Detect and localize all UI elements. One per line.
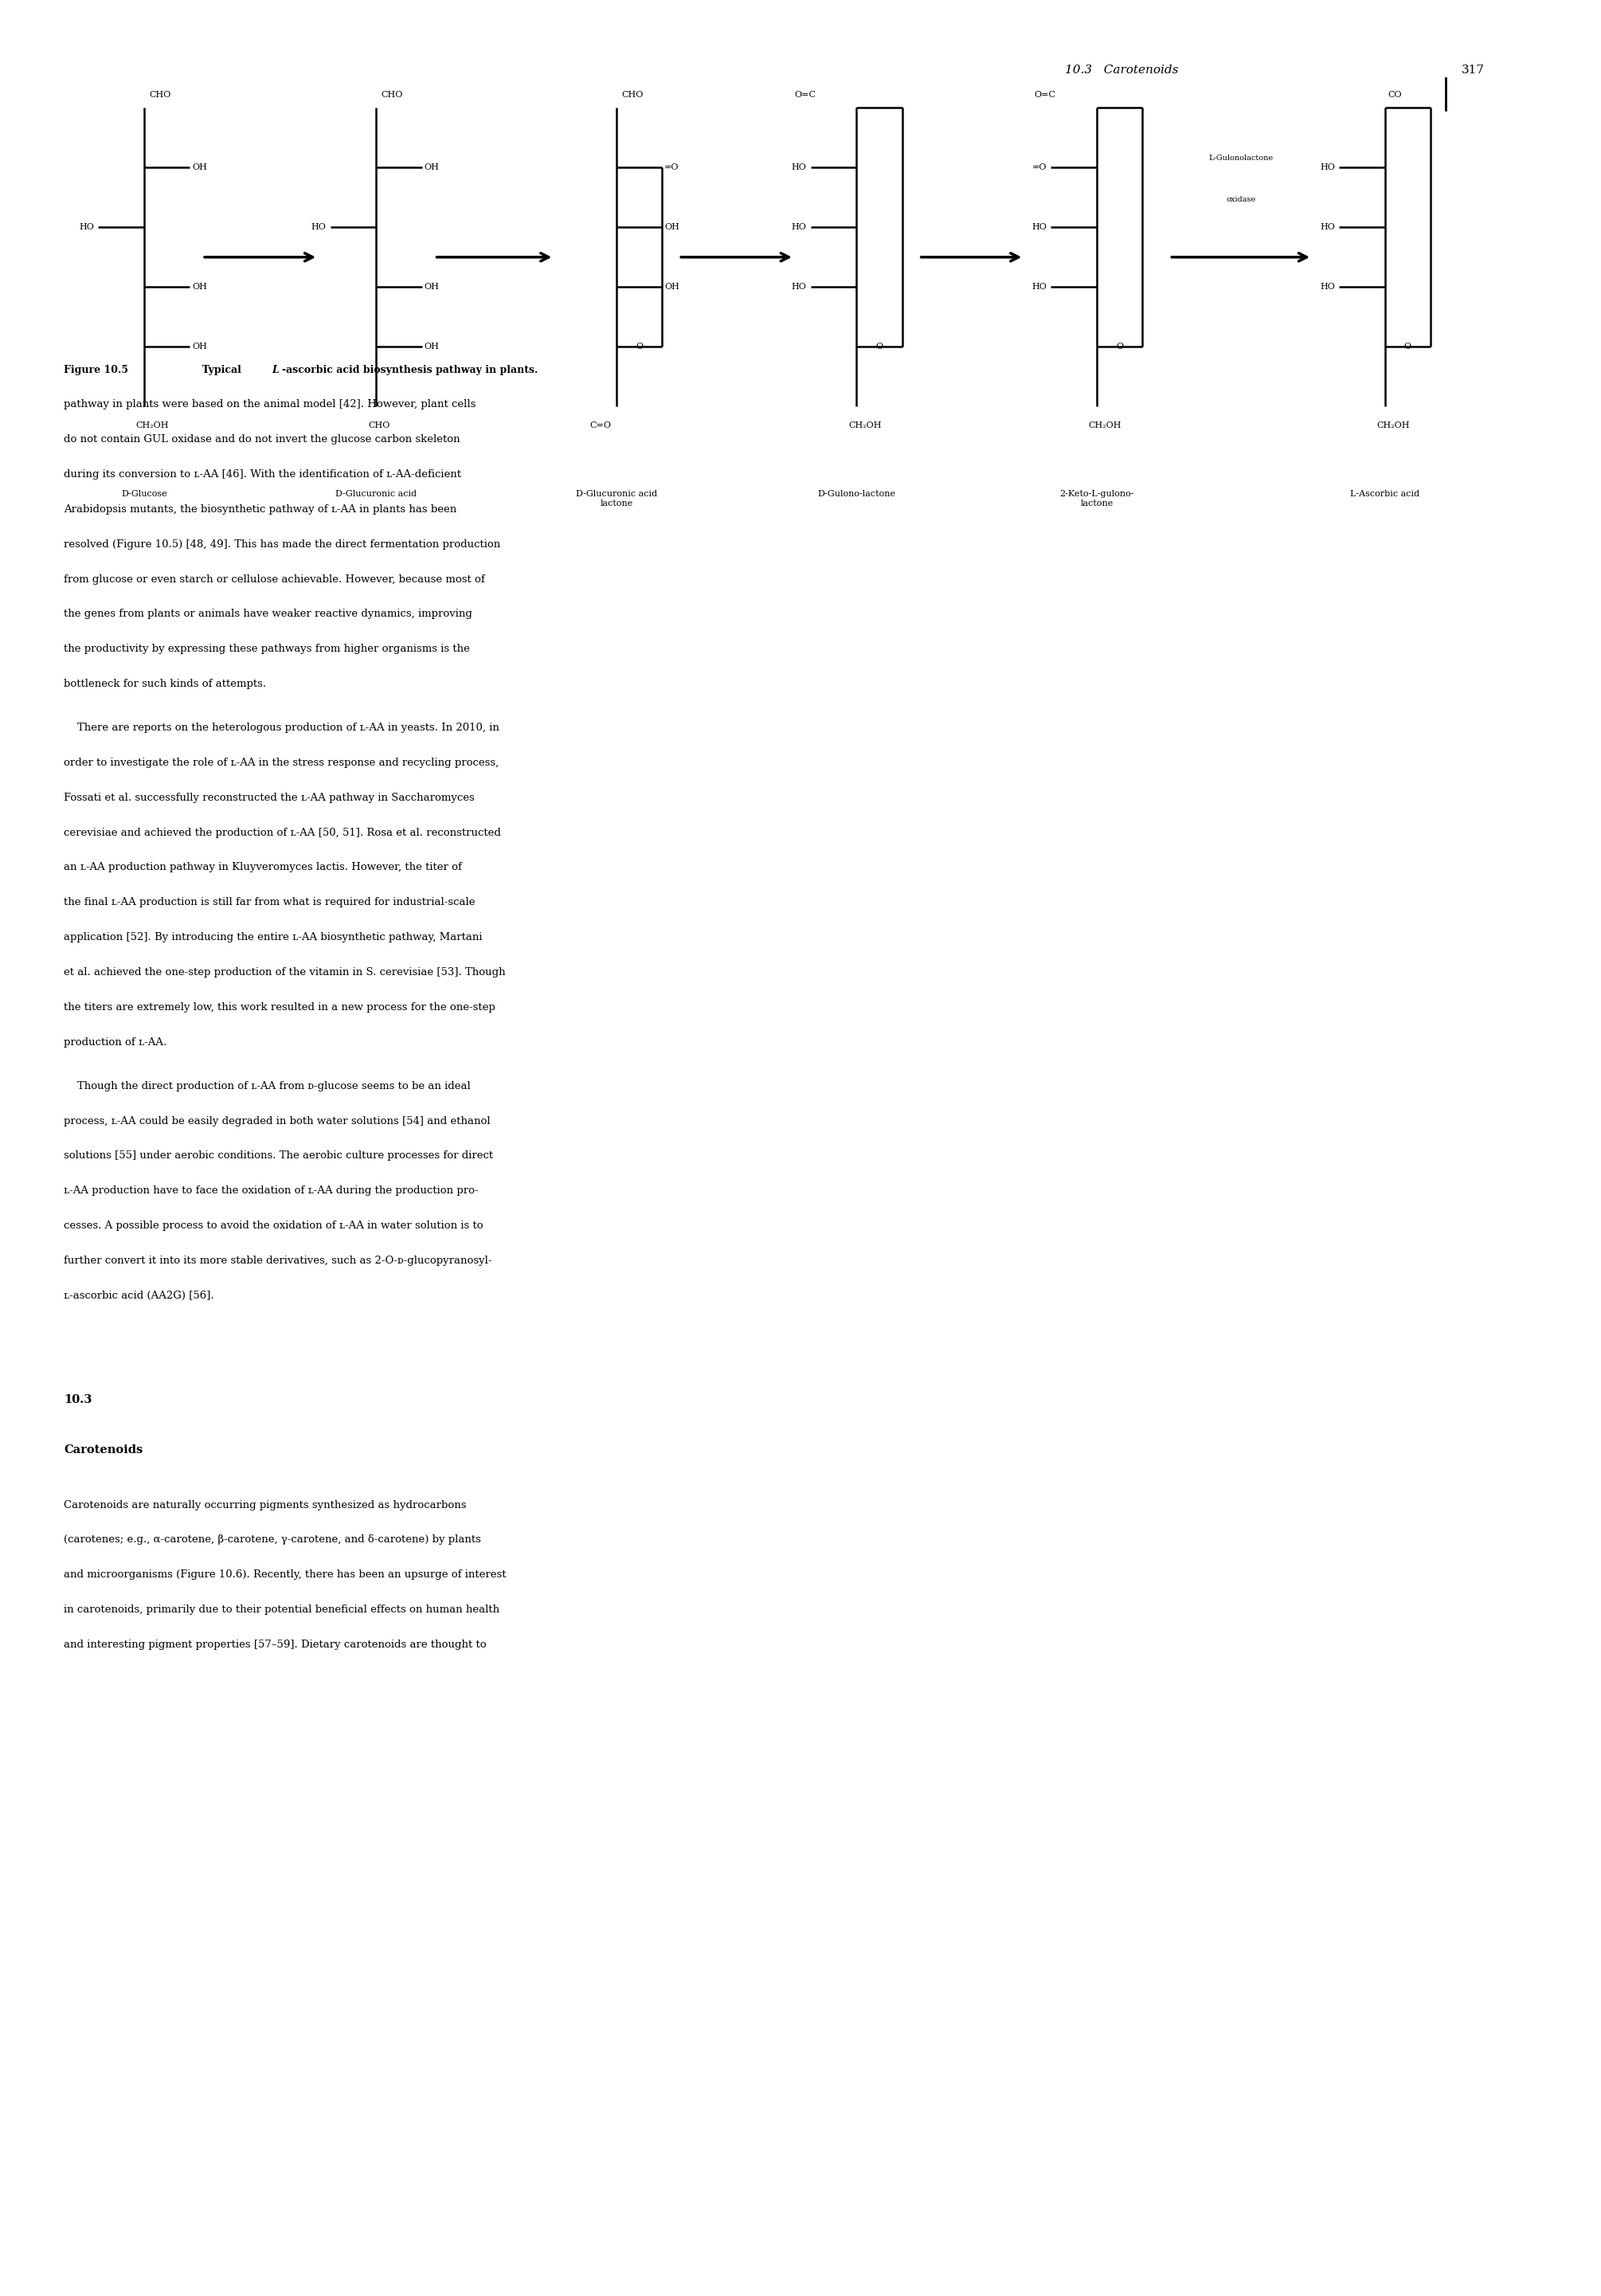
Text: Typical: Typical xyxy=(195,365,245,377)
Text: during its conversion to ʟ-AA [46]. With the identification of ʟ-AA-deficient: during its conversion to ʟ-AA [46]. With… xyxy=(64,468,461,480)
Text: 2-Keto-L-gulono-
lactone: 2-Keto-L-gulono- lactone xyxy=(1060,489,1134,507)
Text: CH₂OH: CH₂OH xyxy=(136,422,170,429)
Text: HO: HO xyxy=(791,282,807,292)
Text: oxidase: oxidase xyxy=(1226,195,1255,204)
Text: HO: HO xyxy=(78,223,94,232)
Text: do not contain GUL oxidase and do not invert the glucose carbon skeleton: do not contain GUL oxidase and do not in… xyxy=(64,434,461,445)
Text: application [52]. By introducing the entire ʟ-AA biosynthetic pathway, Martani: application [52]. By introducing the ent… xyxy=(64,932,482,944)
Text: Though the direct production of ʟ-AA from ᴅ-glucose seems to be an ideal: Though the direct production of ʟ-AA fro… xyxy=(64,1081,471,1091)
Text: further convert it into its more stable derivatives, such as 2-Ο-ᴅ-glucopyranosy: further convert it into its more stable … xyxy=(64,1256,492,1265)
Text: OH: OH xyxy=(192,282,207,292)
Text: and interesting pigment properties [57–59]. Dietary carotenoids are thought to: and interesting pigment properties [57–5… xyxy=(64,1639,487,1651)
Text: an ʟ-AA production pathway in Kluyveromyces lactis. However, the titer of: an ʟ-AA production pathway in Kluyveromy… xyxy=(64,863,463,872)
Text: O=C: O=C xyxy=(1034,92,1055,99)
Text: CHO: CHO xyxy=(149,92,171,99)
Text: CO: CO xyxy=(1388,92,1402,99)
Text: O: O xyxy=(876,342,884,351)
Text: L: L xyxy=(272,365,279,377)
Text: =O: =O xyxy=(664,163,679,172)
Text: Figure 10.5: Figure 10.5 xyxy=(64,365,128,377)
Text: O=C: O=C xyxy=(794,92,815,99)
Text: ʟ-AA production have to face the oxidation of ʟ-AA during the production pro-: ʟ-AA production have to face the oxidati… xyxy=(64,1185,479,1196)
Text: pathway in plants were based on the animal model [42]. However, plant cells: pathway in plants were based on the anim… xyxy=(64,400,475,411)
Text: from glucose or even starch or cellulose achievable. However, because most of: from glucose or even starch or cellulose… xyxy=(64,574,485,585)
Text: HO: HO xyxy=(311,223,327,232)
Text: 10.3   Carotenoids: 10.3 Carotenoids xyxy=(1065,64,1178,76)
Text: OH: OH xyxy=(424,282,439,292)
Text: the genes from plants or animals have weaker reactive dynamics, improving: the genes from plants or animals have we… xyxy=(64,608,472,620)
Text: ʟ-ascorbic acid (AA2G) [56].: ʟ-ascorbic acid (AA2G) [56]. xyxy=(64,1290,215,1302)
Text: Fossati et al. successfully reconstructed the ʟ-AA pathway in Saccharomyces: Fossati et al. successfully reconstructe… xyxy=(64,792,475,804)
Text: HO: HO xyxy=(1031,223,1047,232)
Text: D-Glucuronic acid
lactone: D-Glucuronic acid lactone xyxy=(576,489,656,507)
Text: CH₂OH: CH₂OH xyxy=(1377,422,1410,429)
Text: OH: OH xyxy=(192,163,207,172)
Text: (carotenes; e.g., α-carotene, β-carotene, γ-carotene, and δ-carotene) by plants: (carotenes; e.g., α-carotene, β-carotene… xyxy=(64,1534,482,1545)
Text: HO: HO xyxy=(791,223,807,232)
Text: resolved (Figure 10.5) [48, 49]. This has made the direct fermentation productio: resolved (Figure 10.5) [48, 49]. This ha… xyxy=(64,540,501,549)
Text: cerevisiae and achieved the production of ʟ-AA [50, 51]. Rosa et al. reconstruct: cerevisiae and achieved the production o… xyxy=(64,827,501,838)
Text: process, ʟ-AA could be easily degraded in both water solutions [54] and ethanol: process, ʟ-AA could be easily degraded i… xyxy=(64,1116,490,1127)
Text: HO: HO xyxy=(1319,282,1335,292)
Text: bottleneck for such kinds of attempts.: bottleneck for such kinds of attempts. xyxy=(64,680,266,689)
Text: C=O: C=O xyxy=(591,422,612,429)
Text: 317: 317 xyxy=(1462,64,1484,76)
Text: CH₂OH: CH₂OH xyxy=(1089,422,1122,429)
Text: Arabidopsis mutants, the biosynthetic pathway of ʟ-AA in plants has been: Arabidopsis mutants, the biosynthetic pa… xyxy=(64,505,456,514)
Text: 10.3: 10.3 xyxy=(64,1394,93,1405)
Text: OH: OH xyxy=(664,223,679,232)
Text: CH₂OH: CH₂OH xyxy=(849,422,882,429)
Text: =O: =O xyxy=(1033,163,1047,172)
Text: CHO: CHO xyxy=(368,422,391,429)
Text: HO: HO xyxy=(791,163,807,172)
Text: Carotenoids: Carotenoids xyxy=(64,1444,142,1456)
Text: HO: HO xyxy=(1319,163,1335,172)
Text: OH: OH xyxy=(192,342,207,351)
Text: D-Glucose: D-Glucose xyxy=(122,489,167,498)
Text: cesses. A possible process to avoid the oxidation of ʟ-AA in water solution is t: cesses. A possible process to avoid the … xyxy=(64,1221,484,1231)
Text: CHO: CHO xyxy=(381,92,403,99)
Text: O: O xyxy=(1116,342,1124,351)
Text: L-Gulonolactone: L-Gulonolactone xyxy=(1209,154,1273,161)
Text: order to investigate the role of ʟ-AA in the stress response and recycling proce: order to investigate the role of ʟ-AA in… xyxy=(64,758,500,769)
Text: L-Ascorbic acid: L-Ascorbic acid xyxy=(1350,489,1420,498)
Text: O: O xyxy=(636,342,644,351)
Text: in carotenoids, primarily due to their potential beneficial effects on human hea: in carotenoids, primarily due to their p… xyxy=(64,1605,500,1614)
Text: the productivity by expressing these pathways from higher organisms is the: the productivity by expressing these pat… xyxy=(64,643,471,654)
Text: CHO: CHO xyxy=(621,92,644,99)
Text: and microorganisms (Figure 10.6). Recently, there has been an upsurge of interes: and microorganisms (Figure 10.6). Recent… xyxy=(64,1570,506,1580)
Text: -ascorbic acid biosynthesis pathway in plants.: -ascorbic acid biosynthesis pathway in p… xyxy=(282,365,538,377)
Text: et al. achieved the one-step production of the vitamin in S. cerevisiae [53]. Th: et al. achieved the one-step production … xyxy=(64,967,506,978)
Text: the final ʟ-AA production is still far from what is required for industrial-scal: the final ʟ-AA production is still far f… xyxy=(64,898,475,907)
Text: There are reports on the heterologous production of ʟ-AA in yeasts. In 2010, in: There are reports on the heterologous pr… xyxy=(64,723,500,732)
Text: O: O xyxy=(1404,342,1412,351)
Text: solutions [55] under aerobic conditions. The aerobic culture processes for direc: solutions [55] under aerobic conditions.… xyxy=(64,1150,493,1162)
Text: production of ʟ-AA.: production of ʟ-AA. xyxy=(64,1038,167,1047)
Text: the titers are extremely low, this work resulted in a new process for the one-st: the titers are extremely low, this work … xyxy=(64,1001,496,1013)
Text: OH: OH xyxy=(424,163,439,172)
Text: OH: OH xyxy=(424,342,439,351)
Text: D-Glucuronic acid: D-Glucuronic acid xyxy=(336,489,416,498)
Text: HO: HO xyxy=(1031,282,1047,292)
Text: OH: OH xyxy=(664,282,679,292)
Text: D-Gulono-lactone: D-Gulono-lactone xyxy=(818,489,895,498)
Text: Carotenoids are naturally occurring pigments synthesized as hydrocarbons: Carotenoids are naturally occurring pigm… xyxy=(64,1499,466,1511)
Text: HO: HO xyxy=(1319,223,1335,232)
